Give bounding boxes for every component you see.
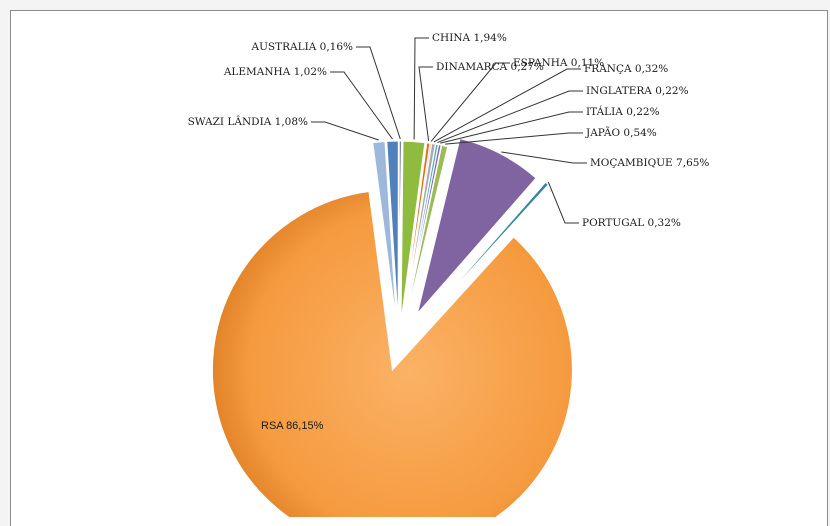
leader-line-alemanha bbox=[330, 71, 393, 140]
slice-label-mo-ambique: MOÇAMBIQUE 7,65% bbox=[590, 157, 709, 169]
leader-line-dinamarca bbox=[418, 66, 433, 142]
pie-slice-china bbox=[400, 140, 426, 322]
leader-line-fran-a bbox=[433, 68, 581, 143]
slice-label-espanha: ESPANHA 0,11% bbox=[513, 57, 604, 69]
leader-lines bbox=[311, 37, 587, 224]
slice-label-fran-a: FRANÇA 0,32% bbox=[584, 63, 668, 75]
leader-line-espanha bbox=[430, 62, 510, 142]
slice-label-australia: AUSTRALIA 0,16% bbox=[250, 41, 353, 53]
slice-label-swazi-l-ndia: SWAZI LÂNDIA 1,08% bbox=[188, 114, 308, 128]
pie-slice-alemanha bbox=[386, 140, 399, 322]
slice-label-rsa: RSA 86,15% bbox=[261, 420, 324, 432]
slice-label-dinamarca: DINAMARCA 0,27% bbox=[436, 61, 544, 73]
slice-label-jap-o: JAPÃO 0,54% bbox=[585, 125, 657, 139]
pie-slice-jap-o bbox=[404, 144, 449, 322]
leader-line-inglatera bbox=[437, 90, 583, 144]
pie-slices bbox=[211, 137, 573, 517]
pie-slice-swazi-l-ndia bbox=[372, 140, 397, 322]
pie-chart: SWAZI LÂNDIA 1,08% ALEMANHA 1,02% AUSTRALI… bbox=[188, 32, 710, 517]
leader-line-swazi-l-ndia bbox=[311, 121, 379, 141]
leader-line-jap-o bbox=[445, 132, 583, 145]
chart-frame: SWAZI LÂNDIA 1,08% ALEMANHA 1,02% AUSTRALI… bbox=[10, 10, 828, 526]
slice-labels: SWAZI LÂNDIA 1,08% ALEMANHA 1,02% AUSTRALI… bbox=[188, 32, 710, 432]
leader-line-portugal bbox=[547, 181, 579, 224]
slice-label-china: CHINA 1,94% bbox=[432, 32, 507, 44]
slice-label-inglatera: INGLATERA 0,22% bbox=[586, 85, 689, 97]
pie-slice-it-lia bbox=[404, 144, 442, 322]
pie-slice-portugal bbox=[426, 181, 549, 319]
leader-line-australia bbox=[356, 46, 401, 140]
slice-label-portugal: PORTUGAL 0,32% bbox=[582, 217, 681, 229]
leader-line-it-lia bbox=[440, 111, 583, 144]
leader-line-china bbox=[413, 37, 429, 140]
slice-label-alemanha: ALEMANHA 1,02% bbox=[223, 66, 327, 78]
pie-slice-australia bbox=[398, 140, 402, 322]
pie-slice-rsa bbox=[211, 190, 573, 517]
leader-line-mo-ambique bbox=[501, 151, 587, 164]
slice-label-it-lia: ITÁLIA 0,22% bbox=[586, 104, 660, 118]
